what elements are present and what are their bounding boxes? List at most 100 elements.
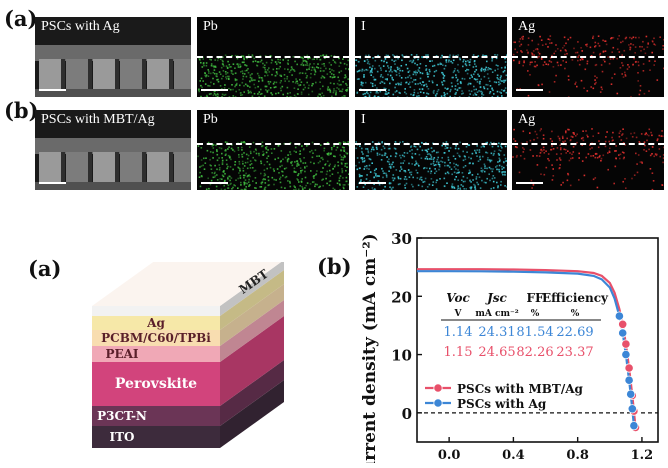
eds-dot <box>274 81 276 83</box>
eds-dot <box>280 87 282 89</box>
eds-dot <box>343 157 345 159</box>
eds-dot <box>485 69 487 71</box>
eds-dot <box>343 184 345 186</box>
eds-dot <box>447 88 449 90</box>
eds-dot <box>568 75 570 77</box>
eds-dot <box>444 152 446 154</box>
eds-dot <box>205 83 207 85</box>
eds-dot <box>323 63 325 65</box>
eds-dot <box>333 76 335 78</box>
eds-dot <box>308 65 310 67</box>
eds-dot <box>367 155 369 157</box>
eds-dot <box>620 130 622 132</box>
eds-dot <box>463 176 465 178</box>
eds-dot <box>252 157 254 159</box>
table-cell: 1.15 <box>444 345 473 360</box>
eds-dot <box>429 168 431 170</box>
eds-dot <box>233 63 235 65</box>
tile-label: PSCs with Ag <box>41 19 120 35</box>
eds-dot <box>468 96 470 97</box>
eds-dot <box>478 90 480 92</box>
eds-dot <box>247 68 249 70</box>
eds-dot <box>346 153 348 155</box>
eds-dot <box>476 149 478 151</box>
eds-dot <box>210 73 212 75</box>
eds-dot <box>324 148 326 150</box>
eds-dot <box>345 68 347 70</box>
eds-dot <box>220 58 222 60</box>
eds-dot <box>234 86 236 88</box>
scale-bar <box>516 182 543 184</box>
eds-dot <box>271 148 273 150</box>
eds-dot <box>474 63 476 65</box>
eds-dot <box>487 69 489 71</box>
eds-dot <box>466 151 468 153</box>
eds-dot <box>617 93 619 95</box>
eds-dot <box>381 159 383 161</box>
eds-dot <box>434 172 436 174</box>
eds-dot <box>492 168 494 170</box>
eds-dot <box>427 72 429 74</box>
eds-dot <box>264 95 266 97</box>
eds-dot <box>408 83 410 85</box>
eds-dot <box>209 85 211 87</box>
eds-dot <box>295 151 297 153</box>
eds-dot <box>250 74 252 76</box>
eds-dot <box>300 167 302 169</box>
eds-dot <box>466 69 468 71</box>
eds-dot <box>420 72 422 74</box>
eds-dot <box>487 159 489 161</box>
eds-dot <box>383 189 385 190</box>
eds-dot <box>287 93 289 95</box>
eds-dot <box>426 96 428 97</box>
eds-dot <box>262 80 264 82</box>
eds-dot <box>491 60 493 62</box>
eds-dot <box>308 68 310 70</box>
eds-dot <box>319 186 321 188</box>
eds-dot <box>227 178 229 180</box>
eds-dot <box>416 170 418 172</box>
eds-dot <box>289 151 291 153</box>
eds-dot <box>434 65 436 67</box>
eds-dot <box>207 85 209 87</box>
eds-dot <box>445 145 447 147</box>
eds-dot <box>586 135 588 137</box>
scale-bar <box>39 89 66 91</box>
eds-dot <box>261 163 263 165</box>
eds-dot <box>332 173 334 175</box>
eds-dot <box>258 155 260 157</box>
eds-dot <box>203 65 205 67</box>
eds-dot <box>487 88 489 90</box>
eds-dot <box>497 75 499 77</box>
eds-dot <box>298 189 300 191</box>
eds-dot <box>270 167 272 169</box>
eds-dot <box>492 146 494 148</box>
eds-dot <box>255 170 257 172</box>
eds-dot <box>593 52 595 54</box>
eds-dot <box>539 36 541 38</box>
eds-dot <box>422 73 424 75</box>
eds-dot <box>635 46 637 48</box>
eds-dot <box>636 137 638 139</box>
eds-dot <box>484 171 486 173</box>
eds-dot <box>422 186 424 188</box>
eds-dot <box>587 61 589 63</box>
eds-dot <box>310 73 312 75</box>
eds-dot <box>335 92 337 94</box>
eds-dot <box>369 96 371 97</box>
eds-dot <box>394 177 396 179</box>
eds-dot <box>565 132 567 134</box>
eds-dot <box>280 90 282 92</box>
eds-dot <box>522 147 524 149</box>
scale-bar <box>516 89 543 91</box>
eds-dot <box>447 165 449 167</box>
eds-dot <box>476 69 478 71</box>
eds-dot <box>347 89 349 91</box>
eds-dot <box>206 65 208 67</box>
eds-dot <box>476 176 478 178</box>
sem-grain-gap <box>61 59 65 89</box>
eds-dot <box>244 73 246 75</box>
eds-dot <box>475 66 477 68</box>
eds-dot <box>457 153 459 155</box>
eds-dot <box>261 146 263 148</box>
